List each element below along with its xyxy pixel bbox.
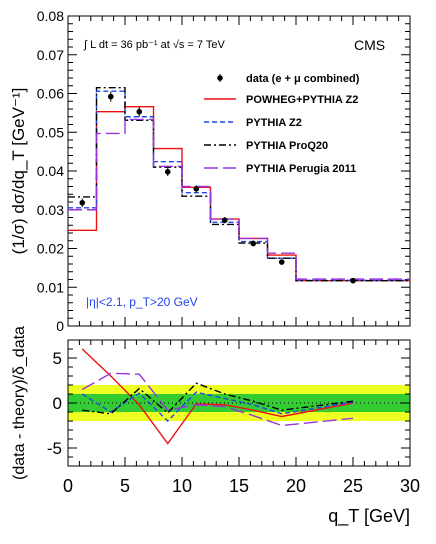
y-tick-label: 0.04 xyxy=(37,163,64,179)
data-point xyxy=(164,168,171,175)
ratio-y-tick-label: 0 xyxy=(53,394,62,413)
main-panel: 0 0.01 0.02 0.03 0.04 0.05 0.06 0.07 0.08 (1/σ) d… xyxy=(9,8,411,334)
x-tick-label: 25 xyxy=(343,476,363,496)
y-tick-label: 0.07 xyxy=(37,47,64,63)
histogram-1 xyxy=(68,90,410,281)
y-tick-label: 0.05 xyxy=(37,124,64,140)
legend: data (e + μ combined) POWHEG+PYTHIA Z2 PYT… xyxy=(204,73,360,175)
x-tick-label: 10 xyxy=(172,476,192,496)
data-point xyxy=(107,93,114,100)
data-point xyxy=(221,217,228,224)
ratio-y-axis-title: (data - theory)/δ_data xyxy=(11,326,28,480)
legend-label-data: data (e + μ combined) xyxy=(246,73,360,85)
data-point xyxy=(250,240,257,247)
x-tick-label: 15 xyxy=(229,476,249,496)
ratio-series-0 xyxy=(81,348,354,445)
ratio-series-1 xyxy=(81,391,354,422)
x-tick-label: 5 xyxy=(120,476,130,496)
histogram-3 xyxy=(68,118,410,280)
data-point xyxy=(350,277,356,284)
y-axis-title: (1/σ) dσ/dq_T [GeV⁻¹] xyxy=(9,88,28,255)
legend-data-marker xyxy=(217,75,223,81)
legend-label-1: PYTHIA Z2 xyxy=(246,117,302,129)
ratio-y-tick-label: 5 xyxy=(53,349,62,368)
legend-label-2: PYTHIA ProQ20 xyxy=(246,140,328,152)
cms-label: CMS xyxy=(354,37,385,53)
cut-text: |η|<2.1, p_T>20 GeV xyxy=(86,295,198,309)
y-tick-label: 0.06 xyxy=(37,86,64,102)
y-tick-label: 0.08 xyxy=(37,8,64,24)
y-tick-label: 0 xyxy=(56,318,64,334)
data-point xyxy=(136,108,143,115)
histogram-2 xyxy=(68,86,410,282)
x-tick-label: 30 xyxy=(400,476,420,496)
ratio-y-tick-label: -5 xyxy=(47,439,62,458)
ratio-series-2 xyxy=(82,382,354,415)
lumi-text: ∫ L dt = 36 pb⁻¹ at √s = 7 TeV xyxy=(83,39,225,51)
legend-label-0: POWHEG+PYTHIA Z2 xyxy=(246,94,358,106)
y-tick-label: 0.01 xyxy=(37,279,64,295)
x-tick-label: 0 xyxy=(63,476,73,496)
y-tick-label: 0.02 xyxy=(37,241,64,257)
data-point xyxy=(79,199,86,206)
x-tick-label: 20 xyxy=(286,476,306,496)
x-axis-title: q_T [GeV] xyxy=(328,506,410,527)
y-tick-label: 0.03 xyxy=(37,202,64,218)
sigma-band-1 xyxy=(68,394,410,412)
ratio-series-3 xyxy=(81,372,354,427)
data-point xyxy=(193,186,200,192)
data-point xyxy=(278,259,285,265)
legend-label-3: PYTHIA Perugia 2011 xyxy=(246,163,356,175)
